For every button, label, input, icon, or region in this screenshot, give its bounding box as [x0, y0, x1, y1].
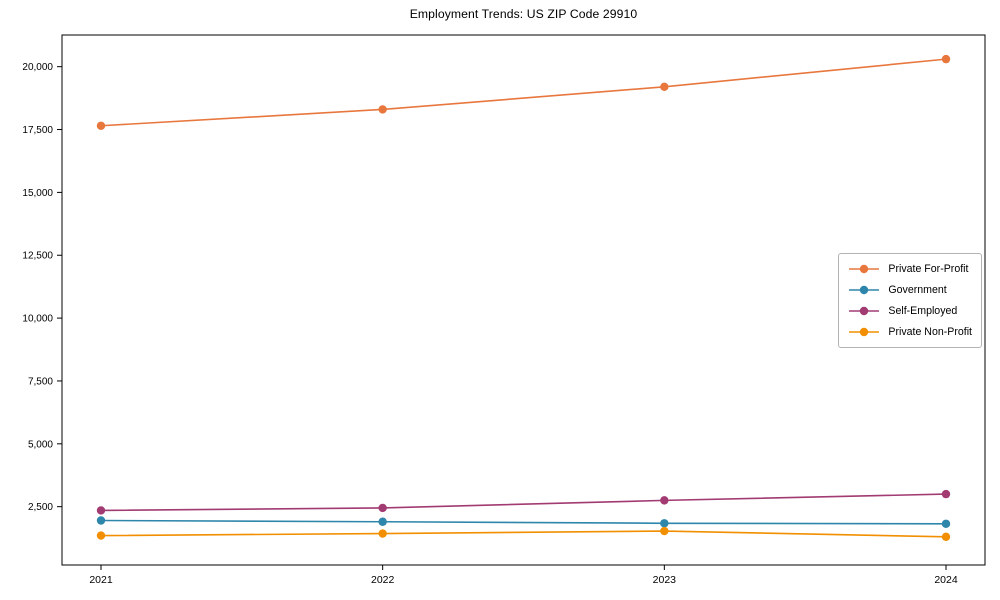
x-tick-label: 2023	[653, 574, 677, 586]
data-point-marker	[378, 503, 387, 513]
legend-item: Government	[848, 280, 972, 301]
x-tick-label: 2022	[371, 574, 395, 586]
data-point-marker	[941, 489, 951, 499]
legend-label: Private Non-Profit	[888, 325, 972, 338]
data-point-marker	[660, 526, 669, 536]
y-tick-label: 17,500	[22, 125, 53, 136]
legend-line-marker-icon	[849, 327, 880, 336]
legend-label: Government	[888, 284, 947, 297]
data-point-marker	[660, 519, 669, 528]
legend-item: Private Non-Profit	[848, 321, 972, 342]
legend-label: Self-Employed	[888, 304, 958, 317]
y-tick-label: 5,000	[28, 439, 53, 450]
axes-frame	[61, 34, 986, 566]
data-point-marker	[96, 516, 106, 525]
data-point-marker	[96, 531, 106, 540]
y-tick-label: 12,500	[22, 251, 53, 262]
legend-line-marker-icon	[849, 265, 880, 274]
series-line	[100, 530, 947, 538]
y-tick-label: 2,500	[28, 502, 53, 513]
y-tick-label: 15,000	[22, 188, 53, 199]
data-point-marker	[96, 506, 106, 515]
data-point-marker	[378, 105, 387, 114]
data-point-marker	[941, 54, 951, 64]
data-point-marker	[378, 517, 387, 526]
legend-item: Private For-Profit	[848, 259, 972, 280]
chart-title: Employment Trends: US ZIP Code 29910	[409, 7, 638, 21]
data-point-marker	[941, 519, 951, 528]
x-tick-label: 2021	[89, 574, 113, 586]
legend-line-marker-icon	[849, 306, 880, 316]
data-point-marker	[660, 496, 669, 505]
x-tick-label: 2024	[934, 574, 958, 586]
data-point-marker	[96, 121, 106, 130]
data-point-marker	[660, 82, 669, 91]
legend-item: Self-Employed	[848, 301, 972, 322]
y-tick-label: 7,500	[28, 376, 53, 387]
series-line	[100, 519, 947, 525]
series-line	[100, 493, 947, 512]
y-tick-label: 10,000	[22, 314, 53, 325]
legend-line-marker-icon	[849, 285, 880, 295]
chart-legend: Private For-Profit Government Self-Employe…	[838, 253, 982, 349]
y-tick-label: 20,000	[22, 62, 53, 73]
legend-label: Private For-Profit	[888, 263, 969, 276]
series-line	[100, 58, 947, 127]
data-point-marker	[941, 532, 951, 542]
data-point-marker	[378, 529, 387, 538]
